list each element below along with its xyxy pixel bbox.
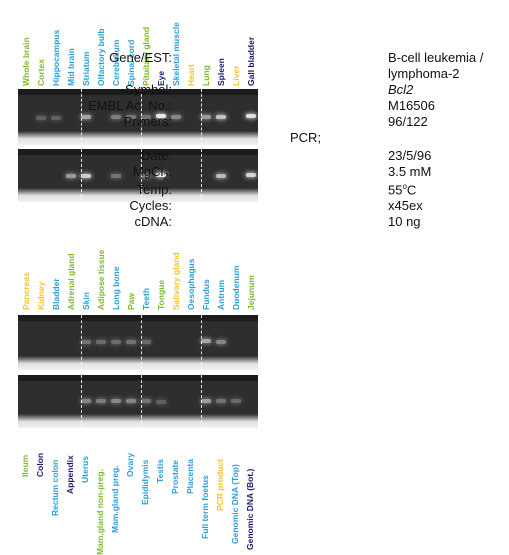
gel-well <box>18 149 258 155</box>
lane-label-text: Epididymis <box>140 459 150 505</box>
lane-label-text: Mam.gland non-preg. <box>95 469 105 555</box>
gel-panel2-bottom <box>18 375 258 428</box>
lane-divider <box>141 89 142 145</box>
gel-band <box>81 399 91 403</box>
gel-band <box>126 340 136 344</box>
primer-dimer-glow <box>18 131 258 145</box>
gel-band <box>96 340 106 344</box>
embl-value: M16506 <box>388 98 435 113</box>
gel-band <box>111 340 121 344</box>
gel-band <box>66 174 76 178</box>
gel-band <box>81 115 91 119</box>
gel-band <box>201 339 211 343</box>
primers-label: Primers: <box>123 114 172 129</box>
gel-band <box>201 399 211 403</box>
experiment-info: Gene/EST: B-cell leukemia / lymphoma-2 S… <box>88 50 505 240</box>
lane-divider <box>141 375 142 428</box>
gel-panel2-top <box>18 315 258 370</box>
lane-divider <box>81 375 82 428</box>
lane-divider <box>81 315 82 370</box>
primer-dimer-glow <box>18 356 258 370</box>
gel-band <box>126 115 136 119</box>
gel-band <box>96 399 106 403</box>
date-value: 23/5/96 <box>388 148 432 163</box>
lane-label-text: Appendix <box>65 455 75 494</box>
date-label: Date: <box>140 148 172 163</box>
primer-dimer-glow <box>18 414 258 428</box>
lane-divider <box>201 149 202 202</box>
cycles-value: x45ex <box>388 198 423 213</box>
gel-band <box>246 114 256 118</box>
gene-value-line2: lymphoma-2 <box>388 66 460 81</box>
gel-band <box>156 173 166 177</box>
symbol-value: Bcl2 <box>388 82 414 97</box>
lane-labels-panel3: Ileum Colon Rectum colon Appendix Uterus Mam.… <box>18 0 258 555</box>
embl-label: EMBL Ac. No.: <box>87 98 172 113</box>
lane-label-text: Placenta <box>185 458 195 494</box>
gel-band <box>231 399 241 403</box>
gel-band <box>156 114 166 118</box>
lane-label-text: Prostate <box>170 459 180 494</box>
gel-band <box>246 173 256 177</box>
gel-band <box>51 116 61 120</box>
gel-well <box>18 89 258 95</box>
gene-value-line1: B-cell leukemia / <box>388 50 484 65</box>
symbol-label: Symbol: <box>125 82 172 97</box>
gel-well <box>18 315 258 321</box>
gel-band <box>111 115 121 119</box>
pcr-label: PCR; <box>290 130 322 145</box>
temp-value: 55oC <box>388 182 417 198</box>
lane-label-text: Mam.gland preg. <box>110 465 120 533</box>
gel-band <box>111 399 121 403</box>
gel-band <box>141 115 151 119</box>
gel-band <box>216 340 226 344</box>
cdna-value: 10 ng <box>388 214 421 229</box>
gel-band <box>141 174 151 178</box>
gel-band <box>111 174 121 178</box>
gel-band <box>141 340 151 344</box>
gel-panel1-top <box>18 89 258 145</box>
gel-band <box>126 399 136 403</box>
lane-divider <box>141 315 142 370</box>
mgcl2-value: 3.5 mM <box>388 164 432 179</box>
gel-band <box>216 399 226 403</box>
gel-well <box>18 375 258 381</box>
gel-band <box>81 340 91 344</box>
primers-value: 96/122 <box>388 114 428 129</box>
gel-band <box>216 174 226 178</box>
gel-band <box>141 399 151 403</box>
cycles-label: Cycles: <box>129 198 172 213</box>
lane-divider <box>141 149 142 202</box>
gene-label: Gene/EST: <box>109 50 172 65</box>
lane-label-text: Uterus <box>80 455 90 483</box>
lane-label-text: Rectum colon <box>50 459 60 517</box>
gel-band <box>81 174 91 178</box>
lane-label-text: Ovary <box>125 452 135 477</box>
gel-band <box>201 115 211 119</box>
cdna-label: cDNA: <box>134 214 172 229</box>
lane-label-text: Genomic DNA (Bot.) <box>245 468 255 550</box>
primer-dimer-glow <box>18 188 258 202</box>
gel-panel1-bottom <box>18 149 258 202</box>
mgcl2-label: MgCl2: <box>133 164 172 182</box>
gel-band <box>171 115 181 119</box>
lane-label-text: PCR product <box>215 458 225 511</box>
lane-label-text: Testis <box>155 458 165 483</box>
lane-label-text: Full term foetus <box>200 474 210 539</box>
temp-label: Temp: <box>136 182 172 197</box>
lane-label-text: Colon <box>35 452 45 477</box>
gel-band <box>36 116 46 120</box>
lane-label-text: Genomic DNA (Top) <box>230 464 240 545</box>
gel-band <box>156 400 166 404</box>
gel-band <box>216 115 226 119</box>
lane-label-text: Ileum <box>20 454 30 477</box>
